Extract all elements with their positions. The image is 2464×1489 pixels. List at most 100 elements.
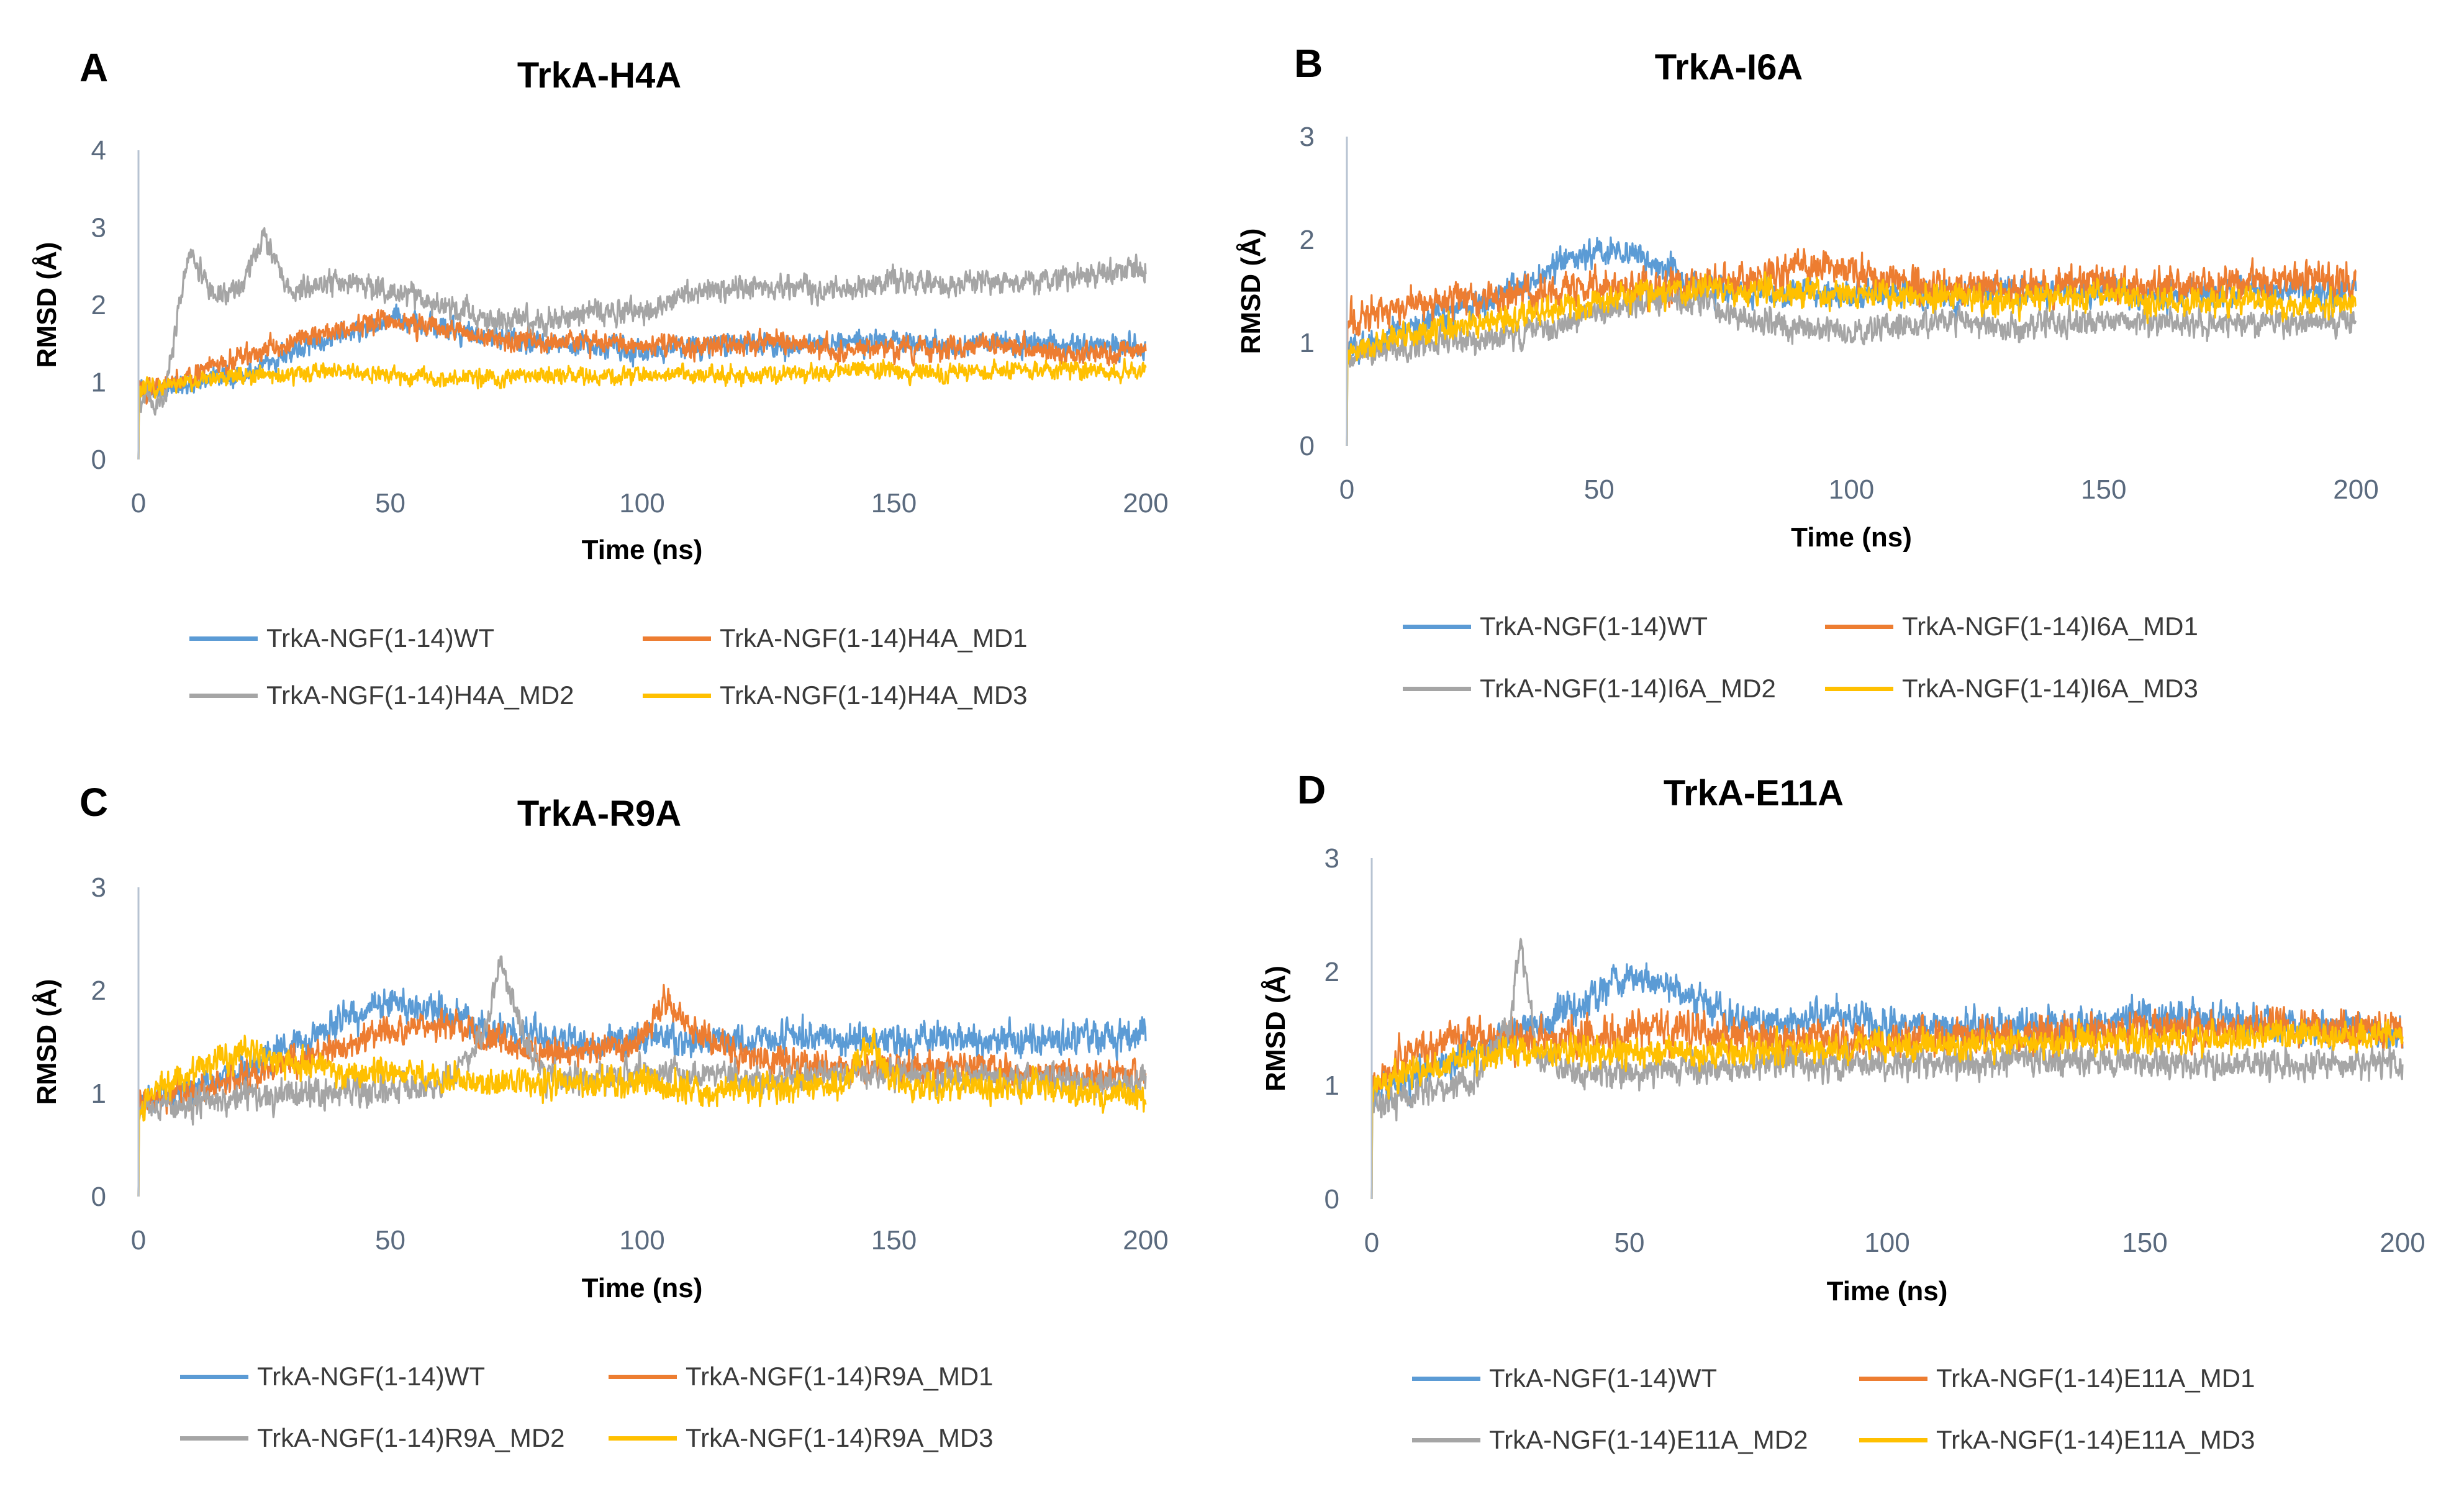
legend-label: TrkA-NGF(1-14)WT: [266, 623, 495, 653]
legend-item: TrkA-NGF(1-14)R9A_MD2: [180, 1423, 565, 1453]
y-tick-label: 3: [1300, 122, 1315, 152]
legend-label: TrkA-NGF(1-14)WT: [1480, 612, 1708, 641]
legend-item: TrkA-NGF(1-14)WT: [1412, 1364, 1717, 1393]
x-tick-label: 0: [131, 1225, 146, 1256]
legend-label: TrkA-NGF(1-14)WT: [1489, 1364, 1718, 1393]
legend-label: TrkA-NGF(1-14)E11A_MD2: [1489, 1425, 1808, 1454]
legend-swatch: [1412, 1376, 1480, 1381]
panel-letter: A: [79, 45, 109, 90]
x-tick-label: 50: [1615, 1228, 1645, 1258]
panel-letter: B: [1294, 41, 1323, 86]
legend-swatch: [1403, 624, 1471, 629]
legend-swatch: [609, 1436, 677, 1441]
legend-swatch: [643, 693, 711, 698]
legend-swatch: [643, 636, 711, 641]
legend-label: TrkA-NGF(1-14)H4A_MD1: [720, 623, 1028, 653]
x-tick-label: 100: [1864, 1228, 1909, 1258]
x-axis-title: Time (ns): [582, 535, 703, 565]
x-tick-label: 200: [1123, 488, 1168, 518]
y-tick-label: 3: [91, 213, 106, 243]
legend-label: TrkA-NGF(1-14)I6A_MD1: [1902, 612, 2198, 641]
panel-c: C TrkA-R9A 0 1 2 3 0 50 100 150 200 Time (ns) RMSD…: [0, 744, 1232, 1489]
series-line: [1346, 279, 2357, 446]
legend-item: TrkA-NGF(1-14)H4A_MD1: [643, 623, 1028, 653]
y-tick-label: 0: [91, 445, 106, 475]
panel-d: D TrkA-E11A 0 1 2 3 0 50 100 150 200 Time (ns) RMS…: [1232, 744, 2464, 1489]
legend-item: TrkA-NGF(1-14)WT: [180, 1362, 485, 1392]
legend-swatch: [1859, 1376, 1927, 1381]
legend-swatch: [189, 693, 258, 698]
x-tick-label: 150: [871, 1225, 917, 1256]
x-tick-label: 0: [1339, 474, 1354, 505]
x-tick-label: 0: [1364, 1228, 1379, 1258]
panel-letter: D: [1297, 767, 1326, 812]
x-axis-title: Time (ns): [1791, 522, 1912, 553]
series-line: [1346, 271, 2357, 446]
legend-label: TrkA-NGF(1-14)WT: [257, 1362, 486, 1391]
y-tick-label: 1: [1300, 328, 1315, 358]
legend-item: TrkA-NGF(1-14)E11A_MD2: [1412, 1425, 1808, 1455]
x-tick-label: 200: [2380, 1228, 2425, 1258]
x-axis-title: Time (ns): [1827, 1276, 1948, 1306]
series-line: [1346, 248, 2357, 446]
legend-item: TrkA-NGF(1-14)I6A_MD1: [1825, 612, 2198, 641]
legend-swatch: [1825, 624, 1893, 629]
y-tick-label: 3: [1325, 843, 1339, 874]
y-tick-label: 2: [91, 290, 106, 320]
legend-item: TrkA-NGF(1-14)H4A_MD3: [643, 681, 1028, 710]
y-tick-label: 1: [91, 1079, 106, 1109]
chart-plot: 0 1 2 3 4 0 50 100 150 200 Time (ns) RMSD (Å): [32, 135, 1169, 565]
y-tick-label: 0: [1300, 431, 1315, 461]
panel-a: A TrkA-H4A 0 1 2 3 4 0 50 100 150 200 Time (ns) RMS…: [0, 0, 1232, 744]
legend-label: TrkA-NGF(1-14)E11A_MD1: [1936, 1364, 2255, 1393]
legend-label: TrkA-NGF(1-14)H4A_MD3: [720, 681, 1028, 710]
legend-swatch: [609, 1374, 677, 1379]
y-axis-title: RMSD (Å): [32, 242, 62, 368]
series-line: [137, 227, 1147, 460]
chart-title: TrkA-E11A: [1663, 773, 1844, 813]
series-line: [1370, 962, 2404, 1200]
x-tick-label: 0: [131, 488, 146, 518]
y-tick-label: 4: [91, 135, 106, 166]
x-tick-label: 100: [619, 488, 664, 518]
y-tick-label: 0: [1325, 1184, 1339, 1215]
legend-item: TrkA-NGF(1-14)R9A_MD1: [609, 1362, 994, 1392]
legend-swatch: [1859, 1437, 1927, 1442]
x-tick-label: 100: [619, 1225, 664, 1256]
series-line: [1370, 938, 2404, 1200]
legend-item: TrkA-NGF(1-14)R9A_MD3: [609, 1423, 994, 1453]
x-tick-label: 200: [1123, 1225, 1168, 1256]
y-tick-label: 1: [1325, 1070, 1339, 1101]
legend-swatch: [189, 636, 258, 641]
y-axis-title: RMSD (Å): [32, 979, 62, 1105]
legend-item: TrkA-NGF(1-14)I6A_MD3: [1825, 674, 2198, 704]
series-line: [137, 309, 1147, 460]
legend-label: TrkA-NGF(1-14)R9A_MD2: [257, 1423, 565, 1452]
legend-swatch: [180, 1374, 248, 1379]
x-tick-label: 150: [871, 488, 917, 518]
x-tick-label: 150: [2122, 1228, 2167, 1258]
x-tick-label: 50: [375, 488, 405, 518]
legend-item: TrkA-NGF(1-14)E11A_MD3: [1859, 1425, 2255, 1455]
legend-label: TrkA-NGF(1-14)E11A_MD3: [1936, 1425, 2255, 1454]
x-tick-label: 150: [2081, 474, 2126, 505]
y-axis-title: RMSD (Å): [1261, 966, 1291, 1092]
x-tick-label: 50: [375, 1225, 405, 1256]
legend-swatch: [180, 1436, 248, 1441]
legend-swatch: [1825, 686, 1893, 691]
legend-item: TrkA-NGF(1-14)I6A_MD2: [1403, 674, 1776, 704]
x-tick-label: 200: [2333, 474, 2378, 505]
series-line: [137, 303, 1147, 460]
x-tick-label: 100: [1829, 474, 1874, 505]
x-axis-title: Time (ns): [582, 1273, 703, 1303]
y-tick-label: 1: [91, 368, 106, 398]
panel-b: B TrkA-I6A 0 1 2 3 0 50 100 150 200 Time (ns) RMSD…: [1232, 0, 2464, 744]
chart-title: TrkA-R9A: [517, 794, 682, 834]
legend-item: TrkA-NGF(1-14)E11A_MD1: [1859, 1364, 2255, 1393]
legend-label: TrkA-NGF(1-14)I6A_MD2: [1480, 674, 1776, 703]
legend-item: TrkA-NGF(1-14)WT: [1403, 612, 1708, 641]
x-tick-label: 50: [1584, 474, 1615, 505]
y-tick-label: 2: [1325, 957, 1339, 987]
legend-label: TrkA-NGF(1-14)I6A_MD3: [1902, 674, 2198, 703]
series-line: [1370, 1018, 2404, 1200]
